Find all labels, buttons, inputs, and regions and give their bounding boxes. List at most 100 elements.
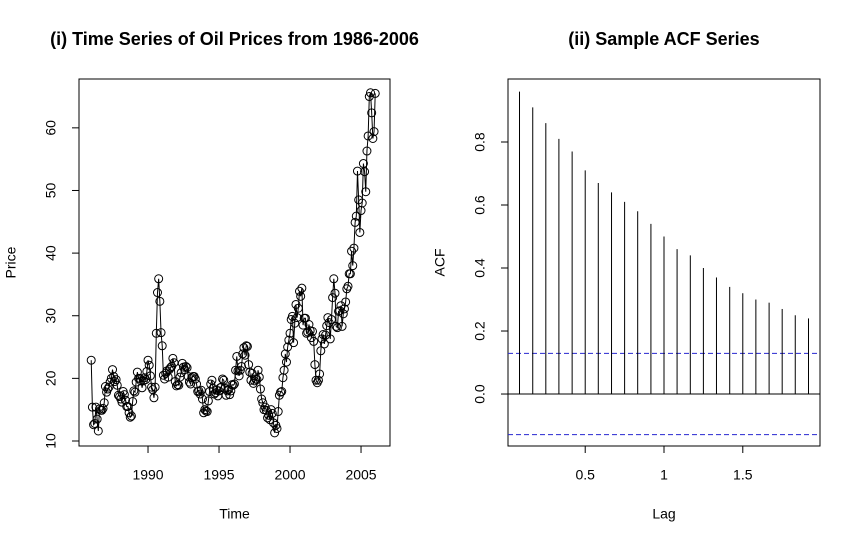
point <box>92 414 102 424</box>
point <box>326 314 336 324</box>
y-tick-label: 50 <box>43 182 59 198</box>
point <box>152 288 162 298</box>
point <box>150 382 160 392</box>
point <box>328 293 338 303</box>
point <box>332 323 342 333</box>
point <box>366 88 376 98</box>
point <box>338 309 348 319</box>
x-tick-label: 0.5 <box>575 467 595 483</box>
point <box>225 390 235 400</box>
point <box>128 397 138 407</box>
y-tick-label: 0.6 <box>472 195 488 215</box>
point <box>242 341 252 351</box>
point <box>290 318 300 328</box>
point <box>145 371 155 381</box>
point <box>266 405 276 415</box>
y-tick-label: 20 <box>43 370 59 386</box>
x-tick-label: 2005 <box>345 467 376 483</box>
point <box>309 336 319 346</box>
point <box>200 405 210 415</box>
point <box>279 365 289 375</box>
point <box>157 341 167 351</box>
point <box>112 380 122 390</box>
point <box>277 387 287 397</box>
point <box>337 321 347 331</box>
point <box>308 326 318 336</box>
point <box>343 281 353 291</box>
point <box>228 380 238 390</box>
point <box>151 328 161 338</box>
plot-box <box>78 78 391 447</box>
point <box>197 394 207 404</box>
point <box>284 335 294 345</box>
point <box>255 384 265 394</box>
point <box>348 261 358 271</box>
point <box>355 227 365 237</box>
point <box>258 398 268 408</box>
point <box>206 379 216 389</box>
point <box>339 304 349 314</box>
point <box>324 318 334 328</box>
point <box>360 167 370 177</box>
point <box>130 387 140 397</box>
point <box>325 334 335 344</box>
point <box>139 373 149 383</box>
point <box>350 217 360 227</box>
point <box>129 386 139 396</box>
point <box>361 187 371 197</box>
point <box>352 166 362 176</box>
point <box>98 403 108 413</box>
point <box>182 363 192 373</box>
point <box>349 243 359 253</box>
point <box>293 303 303 313</box>
point <box>226 386 236 396</box>
point <box>294 286 304 296</box>
y-tick-label: 0.2 <box>472 321 488 341</box>
x-tick-label: 1.5 <box>733 467 753 483</box>
point <box>334 306 344 316</box>
point <box>168 353 178 363</box>
point <box>90 418 100 428</box>
point <box>329 274 339 284</box>
point <box>357 198 367 208</box>
point <box>119 390 129 400</box>
point <box>363 131 373 141</box>
point <box>304 320 314 330</box>
y-tick-label: 10 <box>43 433 59 449</box>
point <box>155 296 165 306</box>
point <box>149 393 159 403</box>
point <box>281 357 291 367</box>
point <box>283 342 293 352</box>
point <box>229 379 239 389</box>
point <box>238 349 248 359</box>
point <box>108 365 118 375</box>
point <box>94 404 104 414</box>
x-tick-label: 1 <box>660 467 668 483</box>
point <box>144 360 154 370</box>
point <box>125 412 135 422</box>
point <box>313 375 323 385</box>
y-tick-label: 40 <box>43 245 59 261</box>
point <box>121 395 131 405</box>
point <box>257 394 267 404</box>
y-tick-label: 0.8 <box>472 132 488 152</box>
point <box>126 411 136 421</box>
point <box>202 407 212 417</box>
point <box>93 426 103 436</box>
point <box>190 374 200 384</box>
point <box>347 246 357 256</box>
point <box>237 361 247 371</box>
point <box>330 288 340 298</box>
point <box>86 355 96 365</box>
point <box>104 382 114 392</box>
panel-title: (ii) Sample ACF Series <box>568 29 759 49</box>
point <box>362 146 372 156</box>
point <box>181 361 191 371</box>
point <box>156 328 166 338</box>
point <box>241 341 251 351</box>
y-tick-label: 60 <box>43 120 59 136</box>
point <box>99 398 109 408</box>
point <box>331 321 341 331</box>
y-tick-label: 30 <box>43 308 59 324</box>
panel-title: (i) Time Series of Oil Prices from 1986-… <box>50 29 419 49</box>
